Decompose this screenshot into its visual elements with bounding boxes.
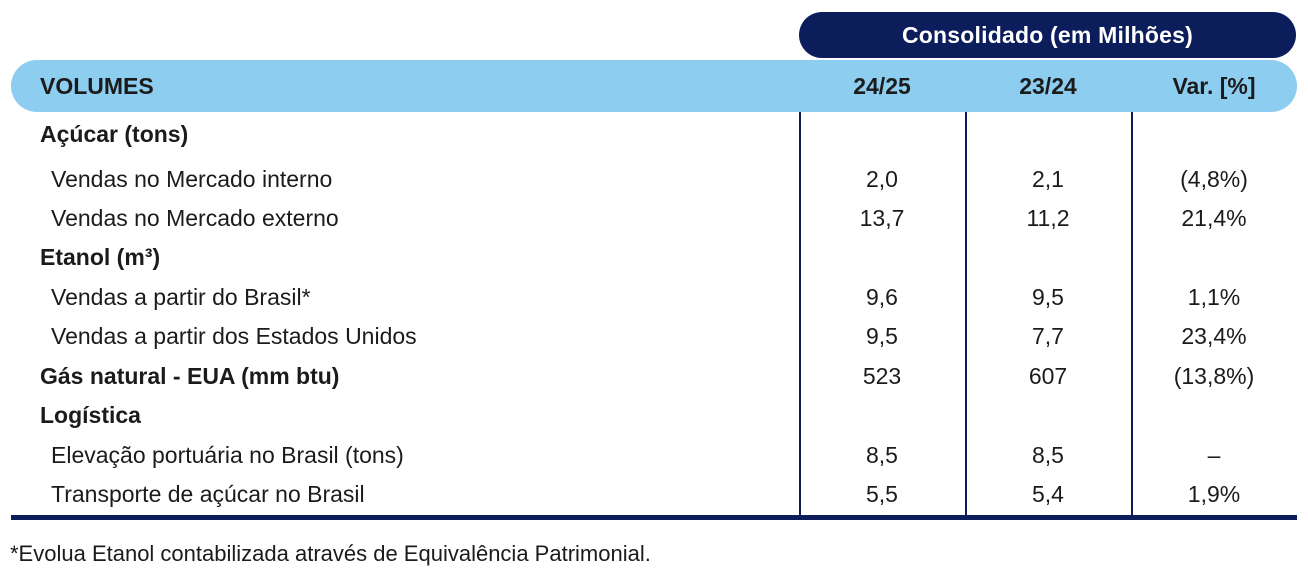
row-label: Vendas a partir dos Estados Unidos <box>51 322 417 349</box>
table-row: Vendas no Mercado externo 13,7 11,2 21,4… <box>0 199 1308 237</box>
cell-24-25: 8,5 <box>866 441 898 468</box>
cell-24-25: 9,6 <box>866 283 898 310</box>
cell-24-25: 9,5 <box>866 322 898 349</box>
cell-24-25 <box>800 396 964 434</box>
table-row: Elevação portuária no Brasil (tons) 8,5 … <box>0 436 1308 474</box>
table-row-category: Logística <box>0 396 1308 434</box>
column-divider <box>1131 112 1133 518</box>
cell-23-24 <box>966 396 1130 434</box>
column-header-variation: Var. [%] <box>1172 72 1256 99</box>
table-row-category: Gás natural - EUA (mm btu) 523 607 (13,8… <box>0 357 1308 395</box>
column-divider <box>799 112 801 518</box>
cell-variation: (4,8%) <box>1180 165 1248 192</box>
column-header-23-24: 23/24 <box>1019 72 1077 99</box>
cell-23-24: 5,4 <box>1032 480 1064 507</box>
column-header-volumes: VOLUMES <box>40 72 154 99</box>
cell-24-25 <box>800 115 964 153</box>
cell-variation: (13,8%) <box>1173 362 1255 389</box>
cell-variation: 1,1% <box>1187 283 1241 310</box>
cell-24-25: 5,5 <box>866 480 898 507</box>
row-label: Elevação portuária no Brasil (tons) <box>51 441 404 468</box>
cell-variation <box>1132 396 1296 434</box>
table-row-category: Etanol (m³) <box>0 238 1308 276</box>
cell-23-24: 11,2 <box>1026 204 1070 231</box>
cell-23-24: 2,1 <box>1032 165 1064 192</box>
table-row: Transporte de açúcar no Brasil 5,5 5,4 1… <box>0 475 1308 513</box>
cell-24-25 <box>800 238 964 276</box>
cell-variation: 21,4% <box>1181 204 1247 231</box>
row-label: Transporte de açúcar no Brasil <box>51 480 365 507</box>
column-header-24-25: 24/25 <box>853 72 911 99</box>
cell-24-25: 2,0 <box>866 165 898 192</box>
group-header-consolidado: Consolidado (em Milhões) <box>799 12 1296 58</box>
footnote: *Evolua Etanol contabilizada através de … <box>10 541 651 566</box>
cell-24-25: 13,7 <box>859 204 905 231</box>
cell-23-24: 7,7 <box>1032 322 1064 349</box>
row-label: Açúcar (tons) <box>40 120 189 147</box>
cell-23-24 <box>966 115 1130 153</box>
row-label: Vendas no Mercado externo <box>51 204 339 231</box>
cell-23-24 <box>966 238 1130 276</box>
cell-23-24: 9,5 <box>1032 283 1064 310</box>
table-row: Vendas no Mercado interno 2,0 2,1 (4,8%) <box>0 160 1308 198</box>
row-label: Logística <box>40 401 141 428</box>
table-header-band: VOLUMES 24/25 23/24 Var. [%] <box>11 60 1297 112</box>
column-divider <box>965 112 967 518</box>
cell-23-24: 607 <box>1028 362 1068 389</box>
cell-variation: 1,9% <box>1187 480 1241 507</box>
cell-variation <box>1132 238 1296 276</box>
row-label: Gás natural - EUA (mm btu) <box>40 362 340 389</box>
cell-variation <box>1132 115 1296 153</box>
table-row-category: Açúcar (tons) <box>0 115 1308 153</box>
table-row: Vendas a partir dos Estados Unidos 9,5 7… <box>0 317 1308 355</box>
cell-variation: 23,4% <box>1181 322 1247 349</box>
cell-24-25: 523 <box>862 362 902 389</box>
row-label: Vendas a partir do Brasil* <box>51 283 311 310</box>
table-bottom-rule <box>11 515 1297 520</box>
row-label: Etanol (m³) <box>40 243 161 270</box>
table-row: Vendas a partir do Brasil* 9,6 9,5 1,1% <box>0 278 1308 316</box>
row-label: Vendas no Mercado interno <box>51 165 333 192</box>
cell-23-24: 8,5 <box>1032 441 1064 468</box>
cell-variation: – <box>1207 441 1221 468</box>
